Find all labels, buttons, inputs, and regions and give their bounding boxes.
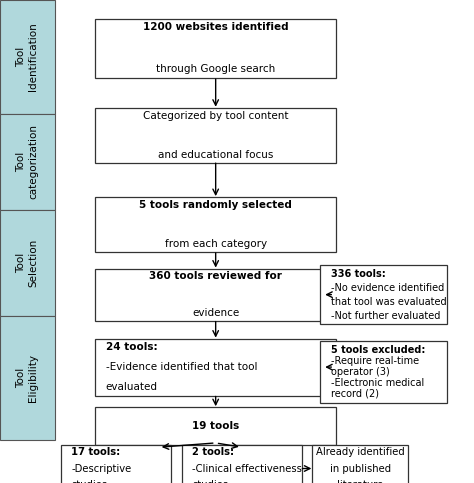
FancyBboxPatch shape [320, 341, 447, 403]
Text: 5 tools excluded:: 5 tools excluded: [331, 345, 425, 355]
Text: 360 tools reviewed for: 360 tools reviewed for [149, 271, 282, 281]
Text: -Descriptive: -Descriptive [71, 464, 132, 473]
Text: 17 tools:: 17 tools: [71, 447, 120, 457]
FancyBboxPatch shape [95, 339, 336, 396]
Text: 5 tools randomly selected: 5 tools randomly selected [139, 200, 292, 210]
Text: -Evidence identified that tool: -Evidence identified that tool [106, 362, 257, 372]
Text: Tool
categorization: Tool categorization [17, 124, 38, 199]
Text: Tool
Identification: Tool Identification [17, 22, 38, 91]
Text: Tool
Eligibility: Tool Eligibility [17, 354, 38, 402]
Bar [0, 114, 55, 210]
Text: -Clinical effectiveness: -Clinical effectiveness [192, 464, 302, 473]
Text: through Google search: through Google search [156, 64, 275, 74]
Text: evaluated: evaluated [106, 382, 158, 392]
Text: from each category: from each category [164, 239, 267, 249]
Text: -Not further evaluated: -Not further evaluated [331, 311, 440, 321]
Text: studies: studies [71, 480, 108, 483]
Text: literature: literature [337, 480, 383, 483]
Text: that tool was evaluated: that tool was evaluated [331, 297, 447, 307]
Text: 19 tools: 19 tools [192, 421, 239, 431]
Bar [0, 316, 55, 440]
Text: operator (3): operator (3) [331, 367, 390, 377]
Text: studies: studies [192, 480, 228, 483]
FancyBboxPatch shape [95, 407, 336, 445]
FancyBboxPatch shape [312, 445, 408, 483]
Text: -Require real-time: -Require real-time [331, 356, 419, 366]
FancyBboxPatch shape [320, 265, 447, 325]
Text: Categorized by tool content: Categorized by tool content [143, 111, 288, 121]
Text: 1200 websites identified: 1200 websites identified [143, 22, 289, 32]
Text: and educational focus: and educational focus [158, 150, 273, 159]
Text: evidence: evidence [192, 308, 239, 318]
Text: 2 tools:: 2 tools: [192, 447, 234, 457]
Text: -Electronic medical: -Electronic medical [331, 378, 424, 388]
Bar [0, 0, 55, 114]
Text: Tool
Selection: Tool Selection [17, 239, 38, 287]
Text: 24 tools:: 24 tools: [106, 342, 157, 352]
FancyBboxPatch shape [95, 269, 336, 321]
FancyBboxPatch shape [182, 445, 301, 483]
Text: in published: in published [330, 464, 391, 473]
Text: 336 tools:: 336 tools: [331, 269, 386, 279]
Text: -No evidence identified: -No evidence identified [331, 283, 444, 293]
FancyBboxPatch shape [61, 445, 172, 483]
FancyBboxPatch shape [95, 108, 336, 162]
FancyBboxPatch shape [95, 197, 336, 252]
Text: record (2): record (2) [331, 389, 379, 399]
Bar [0, 210, 55, 316]
Text: Already identified: Already identified [316, 447, 405, 457]
FancyBboxPatch shape [95, 18, 336, 78]
